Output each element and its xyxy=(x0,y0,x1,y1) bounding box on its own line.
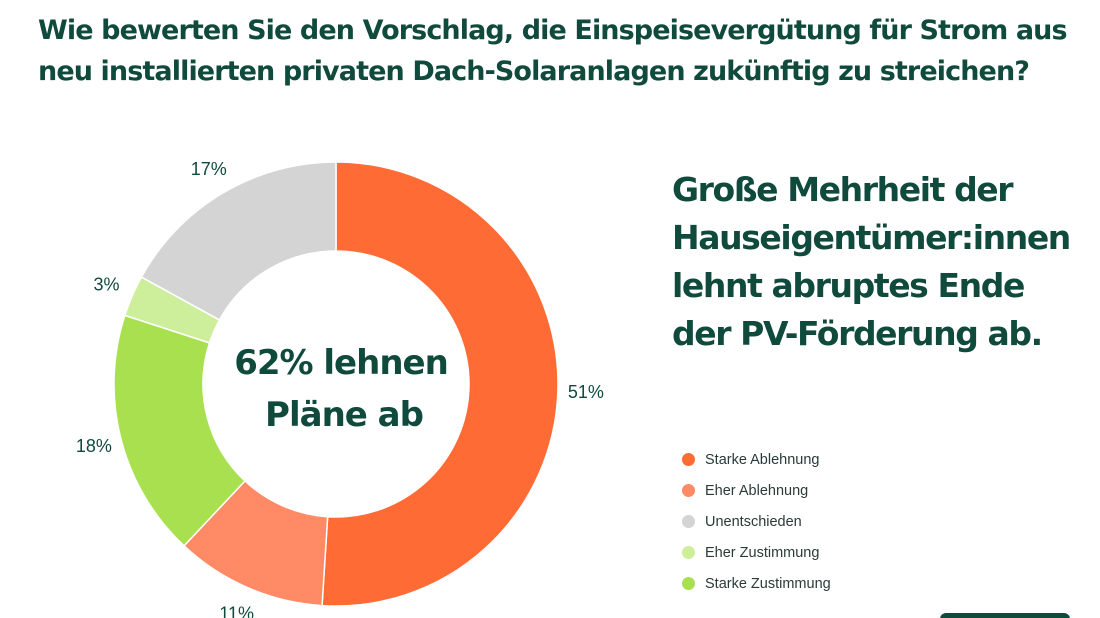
legend-swatch xyxy=(682,577,695,590)
legend-item-starke-ablehnung: Starke Ablehnung xyxy=(682,444,831,475)
slice-label-eher-ablehnung: 11% xyxy=(219,603,254,618)
chart-legend: Starke Ablehnung Eher Ablehnung Unentsch… xyxy=(682,444,831,599)
legend-item-eher-ablehnung: Eher Ablehnung xyxy=(682,475,831,506)
legend-item-eher-zustimmung: Eher Zustimmung xyxy=(682,537,831,568)
corner-button[interactable] xyxy=(940,613,1070,618)
slice-label-starke-zustimmung: 18% xyxy=(76,436,112,456)
legend-label: Eher Ablehnung xyxy=(705,482,809,499)
legend-swatch xyxy=(682,546,695,559)
slice-label-starke-ablehnung: 51% xyxy=(568,382,604,402)
slice-label-eher-zustimmung: 3% xyxy=(94,275,120,295)
slice-unentschieden xyxy=(140,161,337,321)
center-label-line2: Pläne ab xyxy=(265,395,423,435)
donut-slices xyxy=(113,161,559,607)
chart-title: Wie bewerten Sie den Vorschlag, die Eins… xyxy=(38,15,1068,87)
center-label-line1: 62% lehnen xyxy=(234,343,448,383)
slice-labels: 51% 11% 18% 3% 17% xyxy=(76,159,604,618)
legend-label: Eher Zustimmung xyxy=(705,544,820,561)
headline: Große Mehrheit der Hauseigentümer:innen … xyxy=(672,170,1071,353)
legend-label: Unentschieden xyxy=(705,513,802,530)
legend-swatch xyxy=(682,515,695,528)
legend-swatch xyxy=(682,484,695,497)
legend-item-starke-zustimmung: Starke Zustimmung xyxy=(682,568,831,599)
legend-item-unentschieden: Unentschieden xyxy=(682,506,831,537)
legend-label: Starke Zustimmung xyxy=(705,575,831,592)
slice-starke-zustimmung xyxy=(113,314,247,547)
slice-starke-ablehnung xyxy=(321,161,559,607)
legend-label: Starke Ablehnung xyxy=(705,451,820,468)
slice-label-unentschieden: 17% xyxy=(191,159,227,179)
legend-swatch xyxy=(682,453,695,466)
